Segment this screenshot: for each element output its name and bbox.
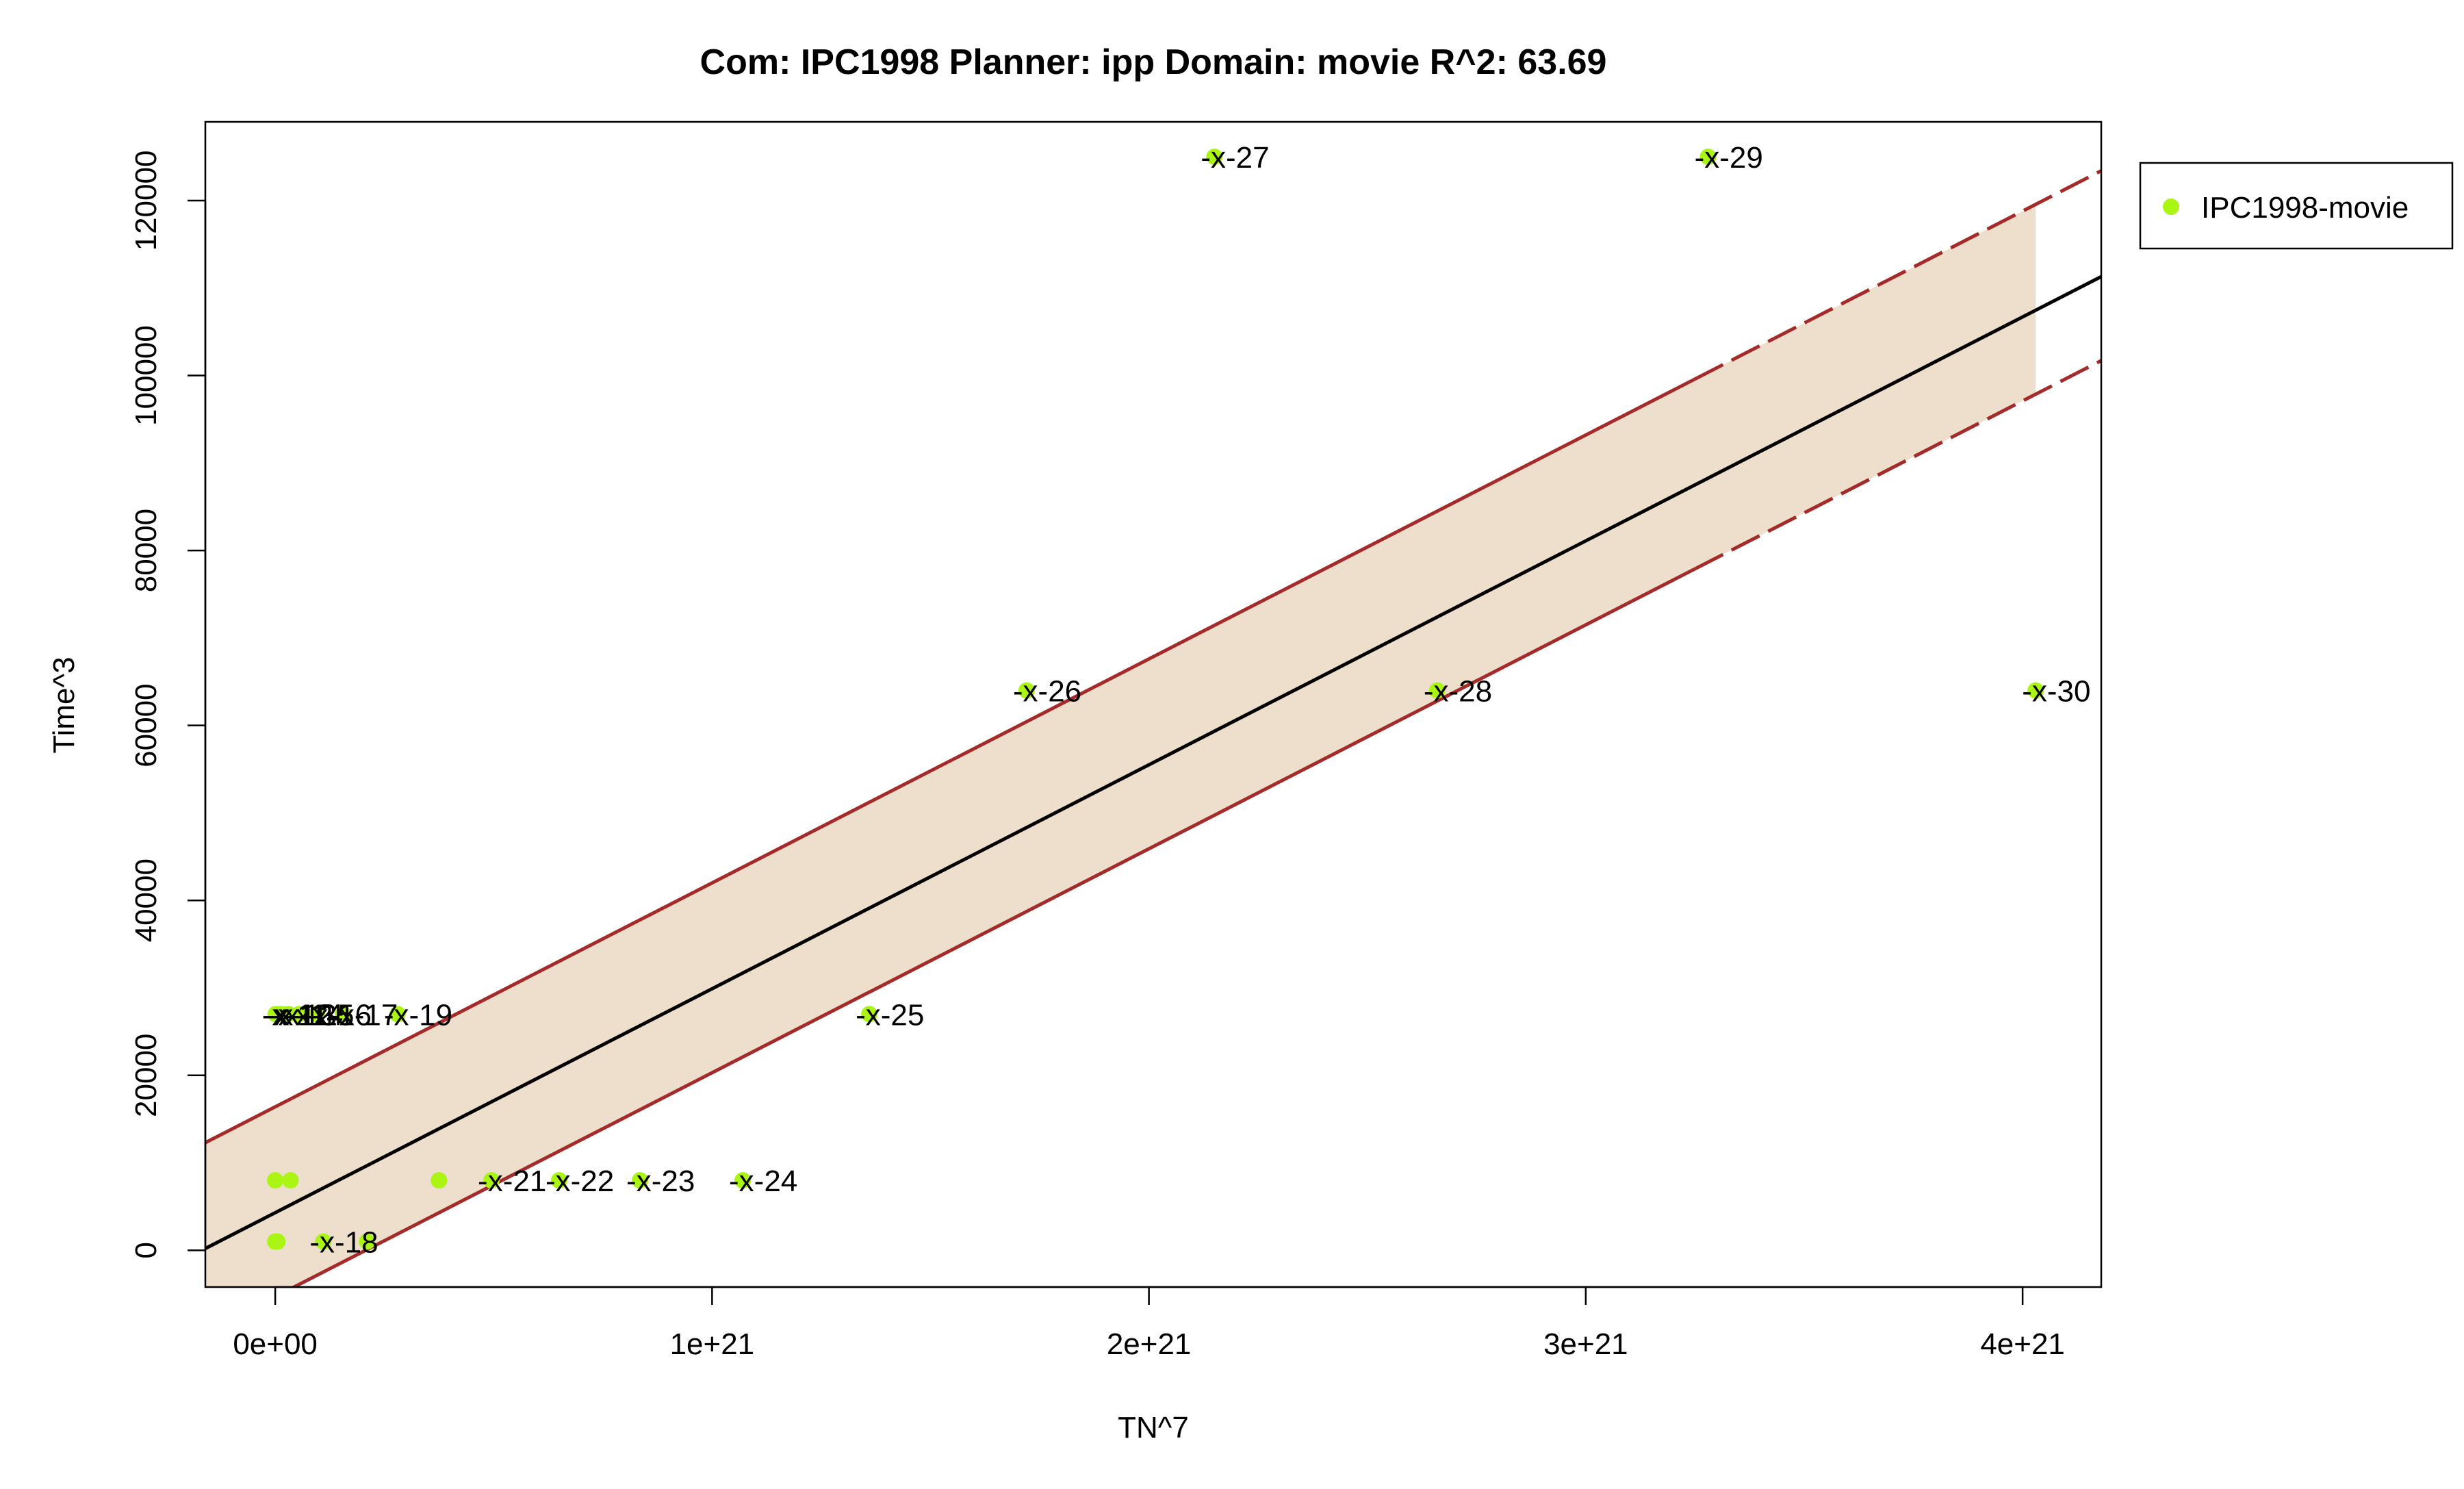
point-labels: -x-18 -x-21-x-22 -x-23 -x-24 -x-11-x-12-x-13…: [262, 141, 2091, 1259]
point-label: -x-11: [262, 998, 329, 1032]
point-label: -x-16: [303, 998, 372, 1032]
data-point: [632, 1172, 649, 1189]
point-label: -x-21: [478, 1165, 546, 1198]
data-point: [483, 1172, 500, 1189]
data-point: [1428, 682, 1446, 699]
data-point: [315, 1233, 332, 1250]
x-tick-label: 4e+21: [1980, 1327, 2065, 1361]
data-point: [1699, 149, 1717, 166]
legend: IPC1998-movie: [2139, 162, 2454, 250]
data-point: [359, 1233, 376, 1250]
data-point: [291, 1006, 308, 1023]
fit-line: [205, 275, 2101, 1250]
data-point: [282, 1172, 299, 1189]
point-label: -x-27: [1201, 141, 1269, 175]
point-label: -x-29: [1695, 141, 1763, 175]
band-upper-line: [205, 377, 1696, 1145]
point-label: -x-28: [1424, 675, 1492, 709]
y-tick-label: 60000: [129, 683, 163, 767]
data-point: [734, 1172, 752, 1189]
x-axis: 0e+00 1e+21 2e+21 3e+21 4e+21: [233, 1286, 2065, 1361]
y-tick-label: 100000: [129, 325, 163, 426]
data-point: [550, 1172, 567, 1189]
point-label: -x-17: [329, 998, 398, 1032]
data-points: [267, 149, 2044, 1250]
band-fill: [205, 204, 2036, 1287]
point-label: -x-18: [309, 1226, 378, 1260]
regression-line: [205, 275, 2101, 1250]
x-tick-label: 1e+21: [670, 1327, 755, 1361]
point-label: -x-14: [274, 998, 343, 1032]
y-tick-label: 40000: [129, 858, 163, 942]
y-tick-label: 20000: [129, 1034, 163, 1117]
data-point: [335, 1006, 352, 1023]
y-axis: 0 20000 40000 60000 80000 100000 120000: [129, 151, 207, 1259]
point-label: -x-24: [729, 1165, 797, 1198]
point-label: -x-26: [1013, 675, 1081, 709]
legend-label: IPC1998-movie: [2201, 191, 2409, 225]
x-tick-label: 2e+21: [1107, 1327, 1192, 1361]
point-label: -x-15: [285, 998, 354, 1032]
data-point: [861, 1006, 878, 1023]
point-label: -x-12: [264, 998, 333, 1032]
data-point: [431, 1172, 448, 1189]
band-lower-line: [290, 567, 1696, 1287]
x-tick-label: 3e+21: [1543, 1327, 1628, 1361]
chart-title: Com: IPC1998 Planner: ipp Domain: movie …: [700, 42, 1607, 82]
y-tick-label: 80000: [129, 509, 163, 592]
band-upper-line-dashed: [1694, 169, 2101, 381]
y-axis-label: Time^3: [47, 657, 81, 753]
data-point: [269, 1233, 286, 1250]
point-label: -x-19: [384, 998, 452, 1032]
x-tick-label: 0e+00: [233, 1327, 318, 1361]
data-point: [1206, 149, 1223, 166]
y-tick-label: 120000: [129, 151, 163, 251]
data-point: [2027, 682, 2044, 699]
point-label: -x-25: [856, 998, 924, 1032]
legend-box: [2139, 162, 2454, 250]
point-label: -x-30: [2022, 675, 2090, 709]
point-label: -x-13: [268, 998, 337, 1032]
data-point: [389, 1006, 406, 1023]
x-axis-label: TN^7: [1118, 1411, 1189, 1445]
prediction-band: [205, 169, 2101, 1287]
data-point: [308, 1006, 325, 1023]
point-label: -x-22: [546, 1165, 614, 1198]
point-label: -x-23: [626, 1165, 695, 1198]
data-point: [1018, 682, 1035, 699]
legend-marker: [2163, 199, 2179, 215]
data-point: [267, 1172, 284, 1189]
y-tick-label: 0: [129, 1242, 163, 1258]
band-lower-line-dashed: [1694, 359, 2101, 571]
